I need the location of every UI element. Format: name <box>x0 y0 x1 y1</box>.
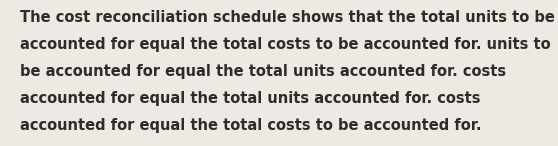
Text: be accounted for equal the total units accounted for. costs: be accounted for equal the total units a… <box>20 64 506 79</box>
Text: The cost reconciliation schedule shows that the total units to be: The cost reconciliation schedule shows t… <box>20 10 555 25</box>
Text: accounted for equal the total units accounted for. costs: accounted for equal the total units acco… <box>20 91 480 106</box>
Text: accounted for equal the total costs to be accounted for.: accounted for equal the total costs to b… <box>20 118 481 133</box>
Text: accounted for equal the total costs to be accounted for. units to: accounted for equal the total costs to b… <box>20 37 550 52</box>
